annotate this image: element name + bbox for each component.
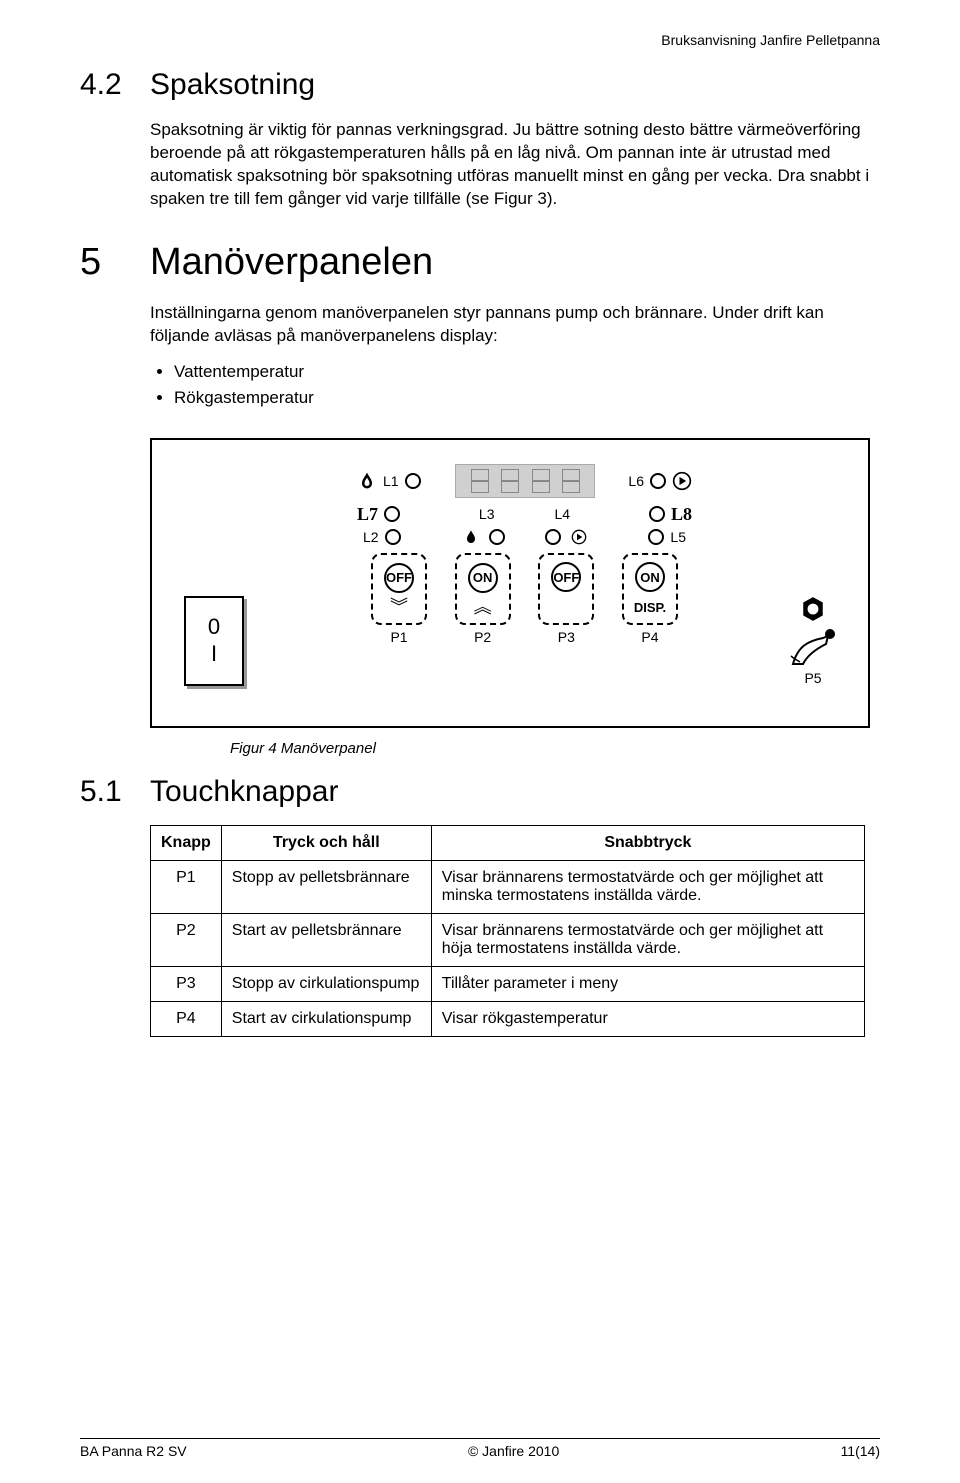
label-L4: L4 xyxy=(555,506,571,522)
btn-P3-off: OFF xyxy=(551,562,581,592)
chevron-up-icon: ︽ xyxy=(474,600,492,614)
touchknappar-table: Knapp Tryck och håll Snabbtryck P1 Stopp… xyxy=(150,825,865,1037)
btn-P4-disp: DISP. xyxy=(634,600,666,615)
seg-4 xyxy=(559,468,581,494)
label-L6: L6 xyxy=(628,473,644,489)
section-5-para: Inställningarna genom manöverpanelen sty… xyxy=(150,302,880,348)
led-L6 xyxy=(650,473,666,489)
flame-icon-small xyxy=(463,529,479,545)
led-L7 xyxy=(384,506,400,522)
cell-P1-k: P1 xyxy=(151,860,222,913)
section-5-1-title: Touchknappar xyxy=(150,775,338,808)
label-P5: P5 xyxy=(804,670,821,686)
button-P3[interactable]: OFF xyxy=(538,553,594,625)
button-P2[interactable]: ON ︽ xyxy=(455,553,511,625)
section-4-2-heading: 4.2Spaksotning xyxy=(80,68,880,102)
cell-P3-s: Tillåter parameter i meny xyxy=(431,966,864,1001)
cell-P3-t: Stopp av cirkulationspump xyxy=(221,966,431,1001)
btn-P1-off: OFF xyxy=(384,563,414,593)
cell-P1-s: Visar brännarens termostatvärde och ger … xyxy=(431,860,864,913)
label-P2: P2 xyxy=(474,629,491,645)
seg-1 xyxy=(468,468,490,494)
button-P4[interactable]: ON DISP. xyxy=(622,553,678,625)
bullet-rokgastemp: Rökgastemperatur xyxy=(174,388,880,408)
cell-P3-k: P3 xyxy=(151,966,222,1001)
label-L1: L1 xyxy=(383,473,399,489)
btn-P2-on: ON xyxy=(468,563,498,593)
section-4-2-para: Spaksotning är viktig för pannas verknin… xyxy=(150,119,880,211)
knob-icon xyxy=(800,596,826,622)
footer-right: 11(14) xyxy=(841,1443,880,1459)
bullet-vattentemp: Vattentemperatur xyxy=(174,362,880,382)
label-L5: L5 xyxy=(670,529,686,545)
table-row: P3 Stopp av cirkulationspump Tillåter pa… xyxy=(151,966,865,1001)
hand-press-icon xyxy=(788,626,838,666)
page-footer: BA Panna R2 SV © Janfire 2010 11(14) xyxy=(80,1438,880,1459)
cell-P4-k: P4 xyxy=(151,1001,222,1036)
footer-left: BA Panna R2 SV xyxy=(80,1443,187,1459)
switch-0: 0 xyxy=(208,614,220,640)
button-P1[interactable]: OFF ︾ xyxy=(371,553,427,625)
figure-caption: Figur 4 Manöverpanel xyxy=(230,740,880,757)
table-row: P1 Stopp av pelletsbrännare Visar bränna… xyxy=(151,860,865,913)
led-row-mid: L7 L3 L4 L8 xyxy=(357,504,692,525)
led-L5 xyxy=(648,529,664,545)
th-snabb: Snabbtryck xyxy=(431,825,864,860)
label-L3: L3 xyxy=(479,506,495,522)
section-5-title: Manöverpanelen xyxy=(150,241,433,283)
section-4-2-num: 4.2 xyxy=(80,68,150,102)
cell-P2-s: Visar brännarens termostatvärde och ger … xyxy=(431,913,864,966)
th-tryck: Tryck och håll xyxy=(221,825,431,860)
chevron-down-icon: ︾ xyxy=(390,600,408,614)
cell-P4-t: Start av cirkulationspump xyxy=(221,1001,431,1036)
btn-P4-on: ON xyxy=(635,562,665,592)
table-header-row: Knapp Tryck och håll Snabbtryck xyxy=(151,825,865,860)
control-panel-figure: 0 I L1 L6 xyxy=(150,438,870,728)
switch-I: I xyxy=(211,641,217,667)
section-5-heading: 5Manöverpanelen xyxy=(80,241,880,284)
th-knapp: Knapp xyxy=(151,825,222,860)
flame-icon xyxy=(357,471,377,491)
cell-P2-k: P2 xyxy=(151,913,222,966)
pump-icon-small xyxy=(571,529,587,545)
led-row-low: L2 L5 xyxy=(357,529,692,545)
seg-3 xyxy=(529,468,551,494)
led-row-top: L1 L6 xyxy=(357,464,692,498)
section-5-1-num: 5.1 xyxy=(80,775,150,809)
cell-P2-t: Start av pelletsbrännare xyxy=(221,913,431,966)
cell-P1-t: Stopp av pelletsbrännare xyxy=(221,860,431,913)
led-L1 xyxy=(405,473,421,489)
led-L8 xyxy=(649,506,665,522)
power-switch[interactable]: 0 I xyxy=(184,596,244,686)
doc-title: Bruksanvisning Janfire Pelletpanna xyxy=(80,32,880,48)
led-L2 xyxy=(385,529,401,545)
section-5-num: 5 xyxy=(80,241,150,284)
cell-P4-s: Visar rökgastemperatur xyxy=(431,1001,864,1036)
button-row: OFF ︾ P1 ON ︽ P2 OFF xyxy=(357,553,692,645)
display-screen xyxy=(455,464,595,498)
section-5-bullets: Vattentemperatur Rökgastemperatur xyxy=(150,362,880,408)
table-row: P4 Start av cirkulationspump Visar rökga… xyxy=(151,1001,865,1036)
footer-center: © Janfire 2010 xyxy=(468,1443,559,1459)
label-L7: L7 xyxy=(357,504,378,525)
pump-icon xyxy=(672,471,692,491)
led-L4 xyxy=(545,529,561,545)
panel-cluster: L1 L6 L7 xyxy=(357,464,692,645)
section-4-2-title: Spaksotning xyxy=(150,68,315,101)
label-P1: P1 xyxy=(390,629,407,645)
led-L3 xyxy=(489,529,505,545)
seg-2 xyxy=(498,468,520,494)
label-L8: L8 xyxy=(671,504,692,525)
p5-group: P5 xyxy=(788,596,838,686)
label-P3: P3 xyxy=(558,629,575,645)
section-5-1-heading: 5.1Touchknappar xyxy=(80,775,880,809)
label-L2: L2 xyxy=(363,529,379,545)
label-P4: P4 xyxy=(641,629,658,645)
table-row: P2 Start av pelletsbrännare Visar bränna… xyxy=(151,913,865,966)
